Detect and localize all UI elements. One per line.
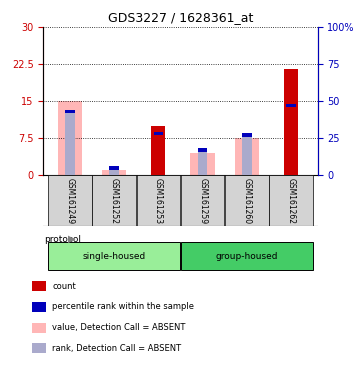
Bar [225,175,269,226]
Bar [58,101,82,175]
Text: group-housed: group-housed [216,252,278,261]
Text: GSM161253: GSM161253 [154,178,163,224]
Bar [198,150,208,175]
Text: GSM161249: GSM161249 [65,178,74,224]
Bar [48,175,92,226]
Text: GSM161252: GSM161252 [110,178,119,224]
Bar [181,175,224,226]
Text: protocol: protocol [44,235,81,244]
Bar [65,110,75,113]
Bar [109,166,119,170]
Title: GDS3227 / 1628361_at: GDS3227 / 1628361_at [108,11,253,24]
Bar [198,148,208,152]
Bar [286,104,296,107]
Text: count: count [52,281,76,291]
Bar [181,243,313,270]
Text: rank, Detection Call = ABSENT: rank, Detection Call = ABSENT [52,344,182,353]
Bar [137,175,180,226]
Bar [102,170,126,175]
Text: value, Detection Call = ABSENT: value, Detection Call = ABSENT [52,323,186,332]
Text: percentile rank within the sample: percentile rank within the sample [52,302,194,311]
Text: single-housed: single-housed [83,252,146,261]
Bar [242,134,252,137]
Bar [92,175,136,226]
Bar [65,111,75,175]
Text: GSM161262: GSM161262 [287,178,296,224]
Bar [153,132,163,136]
Bar [235,138,259,175]
Bar [48,243,180,270]
Bar [109,168,119,175]
Text: ▶: ▶ [68,234,75,244]
Text: GSM161259: GSM161259 [198,178,207,224]
Bar [284,69,298,175]
Bar [191,153,215,175]
Bar [242,135,252,175]
Bar [269,175,313,226]
Text: GSM161260: GSM161260 [242,178,251,224]
Bar [151,126,165,175]
